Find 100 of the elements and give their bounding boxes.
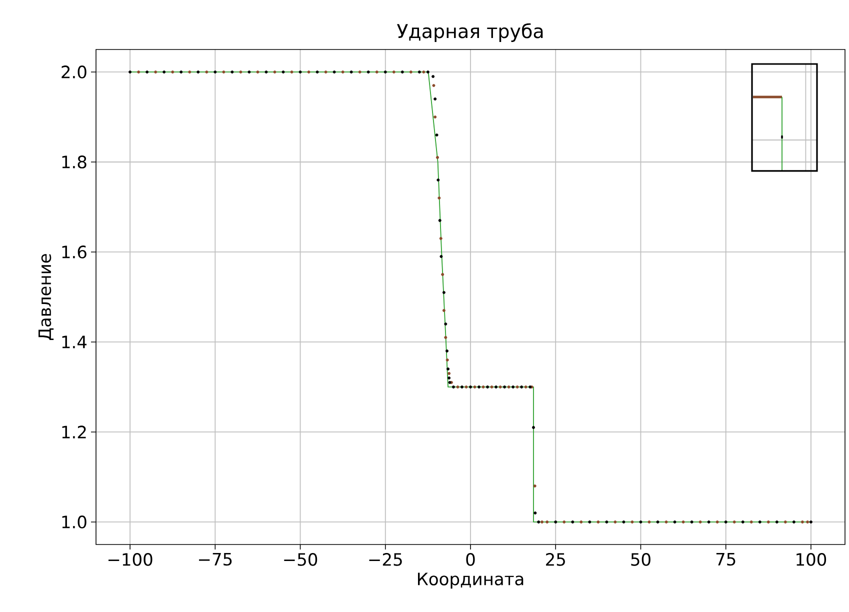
point bbox=[341, 70, 344, 74]
point bbox=[222, 70, 226, 74]
x-tick-label: 75 bbox=[716, 553, 736, 566]
point bbox=[248, 70, 251, 74]
point bbox=[440, 254, 443, 258]
point bbox=[324, 70, 328, 74]
point bbox=[434, 97, 437, 100]
point bbox=[503, 385, 506, 388]
point bbox=[448, 372, 451, 375]
point bbox=[614, 520, 617, 524]
point bbox=[456, 385, 460, 388]
point bbox=[520, 385, 524, 388]
point bbox=[469, 385, 472, 388]
point bbox=[750, 520, 753, 524]
point bbox=[588, 520, 592, 524]
point bbox=[436, 156, 439, 159]
point bbox=[784, 520, 787, 524]
point bbox=[436, 178, 440, 182]
point bbox=[298, 70, 302, 74]
point bbox=[524, 385, 528, 388]
point bbox=[806, 520, 810, 524]
point bbox=[516, 385, 519, 388]
point bbox=[146, 70, 149, 74]
point bbox=[137, 70, 140, 74]
point bbox=[724, 520, 728, 524]
point bbox=[366, 70, 370, 74]
x-tick-label: −50 bbox=[284, 553, 318, 566]
point bbox=[154, 70, 158, 74]
point bbox=[188, 70, 192, 74]
point bbox=[400, 70, 404, 74]
point bbox=[533, 484, 536, 488]
line-series bbox=[130, 72, 812, 522]
point bbox=[534, 511, 537, 514]
point bbox=[596, 520, 600, 524]
point bbox=[316, 70, 319, 74]
point bbox=[792, 520, 796, 524]
point bbox=[422, 70, 426, 74]
y-tick-label: 1.4 bbox=[62, 336, 87, 348]
point bbox=[532, 426, 535, 429]
point bbox=[622, 520, 626, 524]
point bbox=[256, 70, 260, 74]
point bbox=[460, 385, 464, 388]
point bbox=[486, 385, 490, 388]
point bbox=[580, 520, 583, 524]
point bbox=[800, 520, 804, 524]
point bbox=[358, 70, 362, 74]
point bbox=[562, 520, 566, 524]
y-tick-label: 1.2 bbox=[62, 426, 86, 438]
point bbox=[673, 520, 676, 524]
point bbox=[571, 520, 574, 524]
point bbox=[264, 70, 268, 74]
point bbox=[162, 70, 166, 74]
point bbox=[452, 385, 455, 388]
point bbox=[426, 70, 430, 74]
point bbox=[350, 70, 353, 74]
point bbox=[766, 520, 770, 524]
point bbox=[409, 70, 412, 74]
point bbox=[375, 70, 378, 74]
point bbox=[128, 70, 132, 74]
point bbox=[384, 70, 387, 74]
x-tick-label: −75 bbox=[199, 553, 232, 566]
point bbox=[698, 520, 702, 524]
x-tick-label: 50 bbox=[631, 553, 650, 566]
point bbox=[442, 290, 446, 294]
y-tick-label: 1.6 bbox=[62, 246, 86, 258]
point bbox=[741, 520, 744, 524]
y-tick-label: 2.0 bbox=[62, 66, 86, 78]
point bbox=[446, 349, 449, 352]
point bbox=[442, 308, 446, 312]
point bbox=[630, 520, 634, 524]
point bbox=[648, 520, 651, 524]
point bbox=[448, 376, 451, 380]
x-tick-label: −25 bbox=[369, 553, 402, 566]
point bbox=[605, 520, 608, 524]
point bbox=[273, 70, 276, 74]
point bbox=[446, 367, 450, 370]
point bbox=[473, 385, 476, 388]
point bbox=[682, 520, 685, 524]
point bbox=[290, 70, 294, 74]
point bbox=[639, 520, 642, 524]
point bbox=[439, 236, 442, 240]
point bbox=[732, 520, 736, 524]
point bbox=[546, 520, 549, 524]
point bbox=[180, 70, 183, 74]
point bbox=[282, 70, 285, 74]
point bbox=[540, 520, 544, 524]
point bbox=[432, 84, 436, 87]
x-tick-label: 25 bbox=[546, 553, 565, 566]
point bbox=[392, 70, 396, 74]
y-tick-label: 1.8 bbox=[62, 156, 86, 168]
point bbox=[418, 70, 421, 74]
point bbox=[196, 70, 200, 74]
point bbox=[441, 272, 444, 276]
point bbox=[482, 385, 485, 388]
point bbox=[507, 385, 510, 388]
point bbox=[435, 133, 438, 136]
point bbox=[512, 385, 515, 388]
point bbox=[432, 74, 435, 78]
point bbox=[490, 385, 494, 388]
chart-title: Ударная труба bbox=[396, 23, 543, 42]
